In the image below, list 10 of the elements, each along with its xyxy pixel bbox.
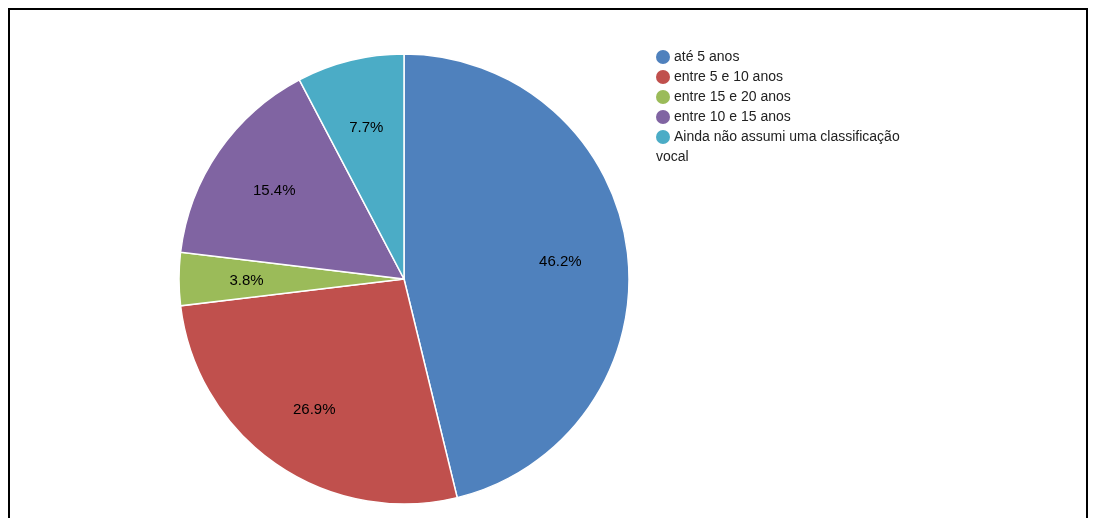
data-label: 46.2% bbox=[539, 251, 582, 269]
data-label: 15.4% bbox=[253, 181, 296, 199]
data-label: 3.8% bbox=[229, 270, 264, 288]
legend-label: entre 15 e 20 anos bbox=[674, 88, 791, 104]
legend-label: até 5 anos bbox=[674, 48, 740, 64]
data-label: 26.9% bbox=[292, 399, 336, 417]
legend-label: Ainda não assumi uma classificação vocal bbox=[656, 128, 900, 164]
legend-label: entre 10 e 15 anos bbox=[674, 108, 791, 124]
legend-label: entre 5 e 10 anos bbox=[674, 68, 783, 84]
data-label: 7.7% bbox=[349, 117, 384, 135]
